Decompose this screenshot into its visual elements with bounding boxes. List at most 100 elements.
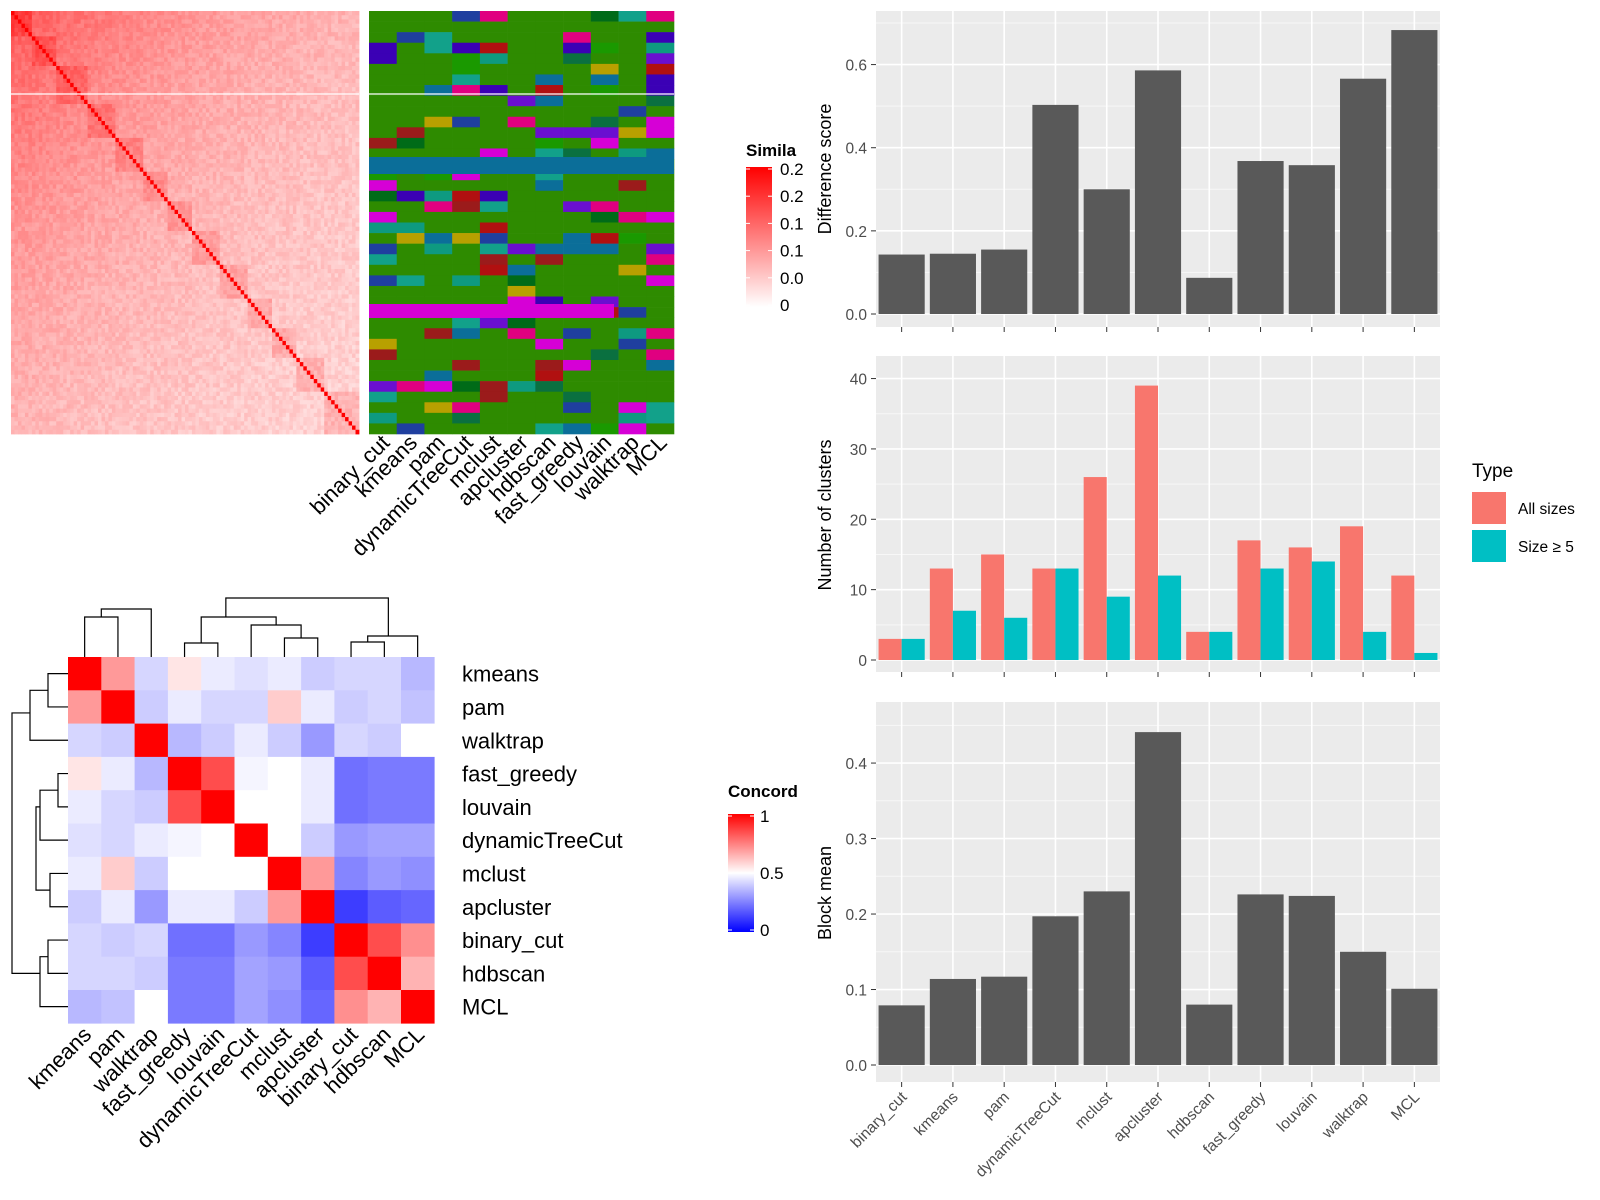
similarity-cell — [212, 57, 217, 63]
similarity-cell — [303, 146, 308, 151]
similarity-cell — [115, 159, 120, 164]
similarity-cell — [167, 129, 172, 135]
similarity-cell — [317, 188, 322, 194]
similarity-cell — [11, 15, 15, 20]
similarity-cell — [129, 167, 134, 173]
similarity-cell — [70, 137, 75, 143]
similarity-cell — [195, 129, 200, 135]
similarity-cell — [157, 120, 162, 126]
similarity-cell — [258, 154, 262, 160]
similarity-cell — [122, 116, 127, 122]
similarity-cell — [118, 49, 123, 54]
similarity-cell — [191, 209, 196, 215]
similarity-cell — [282, 70, 287, 75]
similarity-cell — [45, 87, 50, 92]
similarity-cell — [98, 78, 102, 84]
similarity-cell — [240, 95, 245, 101]
similarity-cell — [59, 218, 64, 223]
similarity-cell — [261, 218, 266, 223]
similarity-cell — [157, 65, 162, 71]
similarity-cell — [233, 146, 238, 151]
similarity-cell — [164, 99, 168, 105]
similarity-cell — [209, 57, 214, 63]
similarity-cell — [285, 44, 290, 50]
similarity-cell — [164, 74, 168, 80]
similarity-cell — [80, 188, 85, 194]
similarity-cell — [111, 154, 116, 160]
similarity-cell — [181, 49, 186, 54]
similarity-cell — [59, 163, 64, 168]
similarity-cell — [219, 108, 224, 113]
similarity-cell — [261, 57, 266, 63]
similarity-cell — [91, 129, 95, 135]
similarity-cell — [292, 87, 297, 92]
similarity-cell — [320, 163, 325, 168]
similarity-cell — [341, 19, 346, 25]
similarity-cell — [331, 154, 336, 160]
similarity-cell — [310, 214, 315, 219]
similarity-cell — [11, 214, 15, 219]
similarity-cell — [164, 87, 168, 92]
similarity-cell — [66, 214, 71, 219]
similarity-cell — [38, 44, 43, 50]
similarity-cell — [181, 142, 186, 147]
similarity-cell — [348, 99, 353, 105]
similarity-cell — [191, 87, 196, 92]
similarity-cell — [324, 125, 329, 130]
similarity-cell — [139, 104, 144, 109]
similarity-cell — [77, 120, 81, 126]
similarity-cell — [24, 44, 29, 50]
similarity-cell — [355, 125, 360, 130]
similarity-cell — [355, 70, 360, 75]
similarity-cell — [139, 154, 144, 160]
similarity-cell — [247, 44, 252, 50]
similarity-cell — [153, 78, 158, 84]
similarity-cell — [324, 201, 329, 206]
similarity-cell — [254, 78, 259, 84]
similarity-cell — [77, 116, 81, 122]
similarity-cell — [146, 192, 151, 198]
similarity-cell — [268, 95, 273, 101]
similarity-cell — [230, 99, 235, 105]
similarity-cell — [278, 57, 283, 63]
similarity-cell — [42, 61, 47, 67]
similarity-cell — [289, 180, 294, 185]
similarity-cell — [338, 74, 342, 80]
similarity-cell — [205, 192, 210, 198]
similarity-cell — [143, 171, 148, 177]
similarity-cell — [345, 201, 349, 206]
similarity-cell — [320, 57, 325, 63]
similarity-cell — [219, 142, 224, 147]
similarity-cell — [292, 74, 297, 80]
similarity-cell — [35, 137, 40, 143]
similarity-cell — [191, 49, 196, 54]
similarity-cell — [73, 209, 78, 215]
similarity-cell — [167, 95, 172, 101]
similarity-cell — [292, 197, 297, 202]
similarity-cell — [289, 70, 294, 75]
similarity-cell — [73, 146, 78, 151]
similarity-cell — [282, 99, 287, 105]
similarity-cell — [299, 74, 304, 80]
similarity-cell — [261, 87, 266, 92]
similarity-cell — [73, 57, 78, 63]
similarity-cell — [338, 87, 342, 92]
similarity-cell — [73, 65, 78, 71]
similarity-cell — [77, 146, 81, 151]
similarity-cell — [164, 44, 168, 50]
similarity-cell — [38, 159, 43, 164]
similarity-cell — [14, 163, 19, 168]
similarity-cell — [219, 188, 224, 194]
similarity-cell — [108, 99, 113, 105]
similarity-cell — [237, 99, 242, 105]
similarity-cell — [261, 99, 266, 105]
similarity-cell — [320, 214, 325, 219]
similarity-cell — [251, 11, 255, 16]
similarity-cell — [205, 82, 210, 88]
similarity-cell — [212, 205, 217, 211]
similarity-cell — [185, 197, 189, 202]
similarity-cell — [258, 175, 262, 181]
similarity-cell — [345, 137, 349, 143]
similarity-cell — [17, 15, 22, 20]
similarity-cell — [77, 159, 81, 164]
